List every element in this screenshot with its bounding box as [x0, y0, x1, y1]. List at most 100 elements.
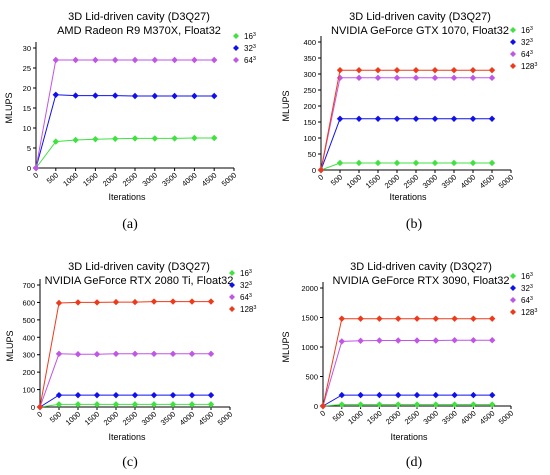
- p3-legend-marker-64: [510, 297, 516, 303]
- panel-d-chart: 3D Lid-driven cavity (D3Q27) NVIDIA GeFor…: [281, 261, 537, 442]
- p2-point-32-1: [55, 391, 63, 399]
- p1-point-64-1: [336, 74, 344, 82]
- p0-legend-exp-32: 3: [253, 44, 256, 50]
- p0-point-32-5: [131, 92, 139, 100]
- p3-point-128-8: [470, 315, 477, 322]
- p0-point-16-6: [151, 135, 158, 142]
- p1-ytick-label-0: 0: [312, 166, 316, 175]
- p2-legend-marker-16: [229, 270, 235, 276]
- p3-series-line-64: [322, 339, 493, 407]
- p1-x-axis-label: Iterations: [389, 192, 427, 202]
- p2-point-128-5: [131, 298, 139, 306]
- p3-legend-exp-64: 3: [530, 296, 533, 302]
- p0-point-32-3: [92, 92, 99, 99]
- p1-point-16-2: [355, 159, 363, 167]
- p2-xtick-label-4: 2000: [102, 410, 121, 428]
- p1-xtick-label-8: 4000: [459, 173, 478, 191]
- p3-ytick-label-0: 0: [314, 402, 318, 411]
- p3-point-16-8: [470, 401, 477, 408]
- p0-ytick-label-3: 15: [23, 104, 31, 113]
- p2-legend-exp-16: 3: [249, 269, 252, 275]
- p3-series-line-32: [322, 394, 493, 407]
- p0-legend-marker-16: [233, 33, 239, 39]
- p0-point-16-5: [131, 135, 139, 142]
- p3-point-128-9: [489, 315, 496, 322]
- p1-point-64-5: [412, 74, 420, 82]
- p0-xtick-label-3: 1500: [81, 171, 100, 189]
- panel-c-caption: (c): [122, 455, 138, 470]
- p2-xtick-label-7: 3500: [159, 410, 178, 428]
- p2-point-128-7: [169, 298, 177, 305]
- p1-point-16-5: [412, 159, 420, 167]
- p3-point-32-4: [395, 391, 402, 399]
- p1-legend-marker-64: [510, 51, 516, 57]
- p0-xtick-label-0: 0: [31, 171, 40, 181]
- p1-point-64-8: [469, 74, 477, 82]
- p3-legend-exp-32: 3: [530, 284, 533, 290]
- p3-legend-label-16: 163: [521, 272, 533, 281]
- p3-point-64-8: [470, 337, 477, 344]
- p1-xtick-label-6: 3000: [421, 173, 440, 191]
- p0-x-axis-label: Iterations: [108, 192, 146, 202]
- p0-legend-label-64: 643: [244, 56, 256, 65]
- p0-point-16-2: [72, 136, 79, 144]
- p0-point-64-5: [131, 56, 139, 64]
- p3-y-axis-label: MLUPS: [281, 331, 291, 362]
- p3-ytick-label-3: 1500: [301, 314, 318, 323]
- p2-xtick-label-5: 2500: [121, 410, 140, 428]
- p2-point-64-8: [188, 350, 196, 358]
- p2-point-128-1: [55, 299, 63, 307]
- p0-point-64-8: [191, 56, 198, 64]
- p1-point-128-1: [336, 66, 344, 74]
- p2-legend-marker-32: [229, 282, 235, 288]
- p2-point-64-2: [74, 350, 82, 358]
- p3-point-16-7: [451, 401, 458, 408]
- p0-legend-exp-16: 3: [253, 32, 256, 38]
- p0-series-line-32: [35, 94, 215, 169]
- p3-xtick-label-0: 0: [318, 409, 327, 419]
- p0-point-16-8: [191, 134, 198, 142]
- p0-point-64-7: [171, 56, 178, 64]
- p3-legend-exp-16: 3: [530, 272, 533, 278]
- panel-b-chart: 3D Lid-driven cavity (D3Q27) NVIDIA GeFor…: [281, 11, 537, 202]
- p0-xtick-label-6: 3000: [141, 171, 160, 189]
- p1-point-16-6: [431, 159, 439, 167]
- p3-point-32-6: [432, 391, 439, 399]
- p3-point-16-2: [357, 401, 364, 408]
- p2-point-32-2: [74, 391, 82, 399]
- p1-xtick-label-7: 3500: [440, 173, 459, 191]
- p1-legend-label-128: 1283: [521, 62, 537, 71]
- p1-point-16-8: [469, 159, 477, 167]
- p2-series-line-64: [39, 353, 211, 408]
- p2-title-line-0: 3D Lid-driven cavity (D3Q27): [68, 261, 210, 273]
- p3-xtick-label-10: 5000: [497, 409, 516, 427]
- p2-xtick-label-6: 3000: [140, 410, 159, 428]
- p1-point-128-3: [374, 66, 382, 74]
- p3-point-32-2: [357, 391, 364, 399]
- p1-series-line-16: [320, 162, 492, 171]
- p1-point-128-2: [355, 66, 363, 74]
- p0-point-32-2: [72, 92, 79, 99]
- p0-y-axis-label: MLUPS: [4, 92, 14, 123]
- p1-point-32-5: [412, 115, 420, 122]
- p1-xtick-label-9: 4500: [478, 173, 497, 191]
- p1-title-line-1: NVIDIA GeForce GTX 1070, Float32: [331, 25, 509, 37]
- p3-point-64-4: [395, 337, 402, 344]
- p3-series-line-128: [322, 318, 493, 407]
- p2-point-128-4: [112, 298, 120, 306]
- p3-point-128-0: [319, 402, 327, 410]
- p3-point-16-9: [489, 401, 496, 408]
- p1-legend-label-16: 163: [521, 26, 533, 35]
- p2-point-32-7: [169, 391, 177, 399]
- p0-legend-label-32: 323: [244, 44, 256, 53]
- p1-y-axis-label: MLUPS: [281, 90, 291, 121]
- p2-legend-label-32: 323: [240, 281, 252, 290]
- p1-legend-exp-64: 3: [530, 50, 533, 56]
- p0-ytick-label-5: 25: [23, 64, 31, 73]
- p2-ytick-label-3: 300: [22, 351, 35, 360]
- p2-ytick-label-0: 0: [31, 403, 35, 412]
- p2-point-128-6: [150, 298, 158, 305]
- p1-point-32-9: [488, 115, 496, 122]
- p2-point-64-4: [112, 350, 120, 358]
- p1-legend-marker-128: [510, 63, 516, 69]
